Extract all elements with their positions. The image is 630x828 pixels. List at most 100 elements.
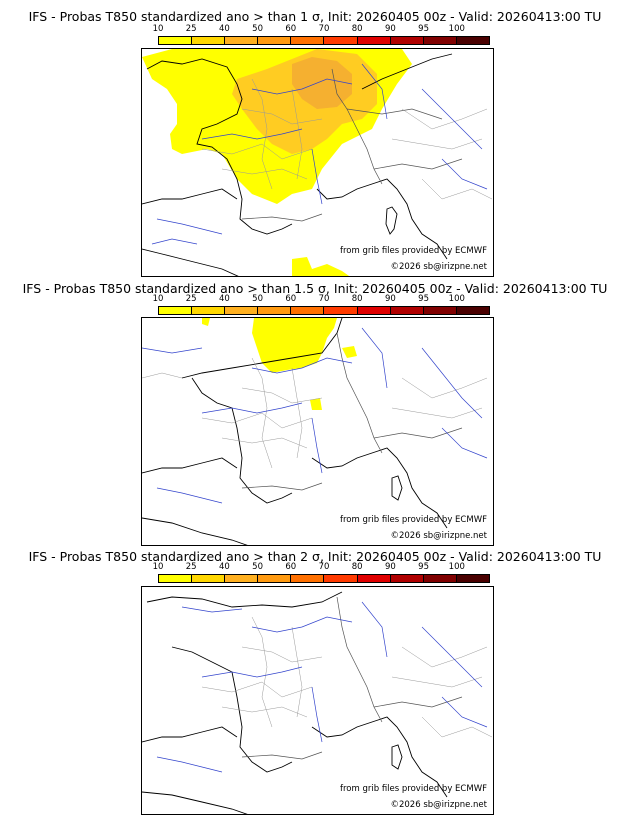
- colorbar-tick-label: 80: [351, 562, 363, 572]
- coastlines: [142, 53, 453, 276]
- colorbar-tick-label: 95: [418, 562, 430, 572]
- admin-lines: [201, 78, 493, 200]
- borders: [241, 596, 463, 760]
- colorbar-swatch: [456, 37, 489, 44]
- colorbar-swatch: [291, 575, 325, 582]
- admin-lines: [142, 357, 488, 469]
- colorbar-tick-label: 25: [185, 294, 197, 304]
- source-credit: from grib files provided by ECMWF: [340, 784, 487, 794]
- colorbar-tick-label: 80: [351, 24, 363, 34]
- rivers: [151, 63, 488, 245]
- colorbar-tick-label: 50: [252, 562, 264, 572]
- colorbar-tick-label: 40: [218, 294, 230, 304]
- prob-area-small: [342, 346, 357, 358]
- colorbar-tick-label: 70: [318, 562, 330, 572]
- copyright-credit: ©2026 sb@irizpne.net: [390, 800, 487, 810]
- prob-area-small: [292, 257, 350, 276]
- colorbar-tick-label: 100: [448, 562, 465, 572]
- colorbar-tick-label: 10: [152, 562, 164, 572]
- colorbar-boxes: [158, 36, 490, 45]
- colorbar-swatch: [456, 575, 489, 582]
- colorbar-swatch: [192, 37, 226, 44]
- copyright-credit: ©2026 sb@irizpne.net: [390, 262, 487, 272]
- colorbar-tick-label: 60: [285, 562, 297, 572]
- colorbar-swatch: [291, 307, 325, 314]
- colorbar-swatch: [159, 575, 193, 582]
- colorbar-swatch: [423, 37, 457, 44]
- coastlines: [142, 318, 448, 545]
- colorbar-swatch: [357, 575, 391, 582]
- map-1: from grib files provided by ECMWF ©2026 …: [141, 48, 494, 277]
- colorbar-tick-label: 50: [252, 24, 264, 34]
- map-svg: [142, 591, 493, 814]
- colorbar-tick-label: 50: [252, 294, 264, 304]
- colorbar-tick-label: 40: [218, 24, 230, 34]
- borders: [241, 68, 463, 222]
- panel-title: IFS - Probas T850 standardized ano > tha…: [28, 9, 602, 24]
- prob-area-10: [252, 318, 337, 373]
- rivers: [142, 327, 488, 504]
- colorbar-swatch: [357, 37, 391, 44]
- colorbar-swatch: [324, 307, 358, 314]
- map-svg: [142, 49, 493, 276]
- colorbar-tick-label: 100: [448, 294, 465, 304]
- rivers: [156, 601, 488, 773]
- colorbar-ticks: 10 25 40 50 60 70 80 90 95 100: [153, 24, 490, 35]
- admin-lines: [201, 616, 493, 738]
- colorbar-swatch: [456, 307, 489, 314]
- colorbar-tick-label: 90: [384, 294, 396, 304]
- colorbar-swatch: [357, 307, 391, 314]
- colorbar-swatch: [225, 575, 259, 582]
- colorbar-swatch: [258, 37, 292, 44]
- panel-title: IFS - Probas T850 standardized ano > tha…: [28, 549, 602, 564]
- panel-title: IFS - Probas T850 standardized ano > tha…: [22, 281, 608, 296]
- colorbar-ticks: 10 25 40 50 60 70 80 90 95 100: [153, 294, 490, 305]
- colorbar-swatch: [258, 575, 292, 582]
- colorbar-tick-label: 60: [285, 294, 297, 304]
- colorbar-swatch: [324, 37, 358, 44]
- colorbar-tick-label: 70: [318, 24, 330, 34]
- colorbar-tick-label: 100: [448, 24, 465, 34]
- coastlines: [142, 591, 448, 814]
- colorbar-swatch: [423, 307, 457, 314]
- colorbar-swatch: [390, 37, 424, 44]
- colorbar-tick-label: 40: [218, 562, 230, 572]
- colorbar-tick-label: 95: [418, 24, 430, 34]
- colorbar-swatch: [390, 307, 424, 314]
- colorbar-swatch: [192, 307, 226, 314]
- colorbar-swatch: [192, 575, 226, 582]
- panel-3: IFS - Probas T850 standardized ano > tha…: [0, 546, 630, 828]
- colorbar-tick-label: 90: [384, 562, 396, 572]
- panel-1: IFS - Probas T850 standardized ano > tha…: [0, 0, 630, 278]
- prob-area-small: [310, 398, 322, 410]
- colorbar-tick-label: 25: [185, 24, 197, 34]
- colorbar-swatch: [159, 37, 193, 44]
- map-2: from grib files provided by ECMWF ©2026 …: [141, 317, 494, 546]
- colorbar-swatch: [423, 575, 457, 582]
- colorbar-boxes: [158, 306, 490, 315]
- map-svg: [142, 318, 488, 545]
- source-credit: from grib files provided by ECMWF: [340, 515, 487, 525]
- source-credit: from grib files provided by ECMWF: [340, 246, 487, 256]
- colorbar-tick-label: 25: [185, 562, 197, 572]
- colorbar-swatch: [258, 307, 292, 314]
- colorbar-tick-label: 60: [285, 24, 297, 34]
- copyright-credit: ©2026 sb@irizpne.net: [390, 531, 487, 541]
- colorbar-ticks: 10 25 40 50 60 70 80 90 95 100: [153, 562, 490, 573]
- map-3: from grib files provided by ECMWF ©2026 …: [141, 586, 494, 815]
- prob-area-40: [292, 57, 352, 109]
- colorbar-tick-label: 10: [152, 24, 164, 34]
- colorbar-swatch: [324, 575, 358, 582]
- colorbar-boxes: [158, 574, 490, 583]
- colorbar-swatch: [225, 37, 259, 44]
- colorbar-tick-label: 95: [418, 294, 430, 304]
- prob-area-small: [202, 318, 210, 326]
- colorbar-tick-label: 70: [318, 294, 330, 304]
- panel-2: IFS - Probas T850 standardized ano > tha…: [0, 278, 630, 546]
- colorbar-swatch: [225, 307, 259, 314]
- colorbar-tick-label: 10: [152, 294, 164, 304]
- colorbar-swatch: [159, 307, 193, 314]
- colorbar-tick-label: 90: [384, 24, 396, 34]
- colorbar-swatch: [390, 575, 424, 582]
- colorbar-swatch: [291, 37, 325, 44]
